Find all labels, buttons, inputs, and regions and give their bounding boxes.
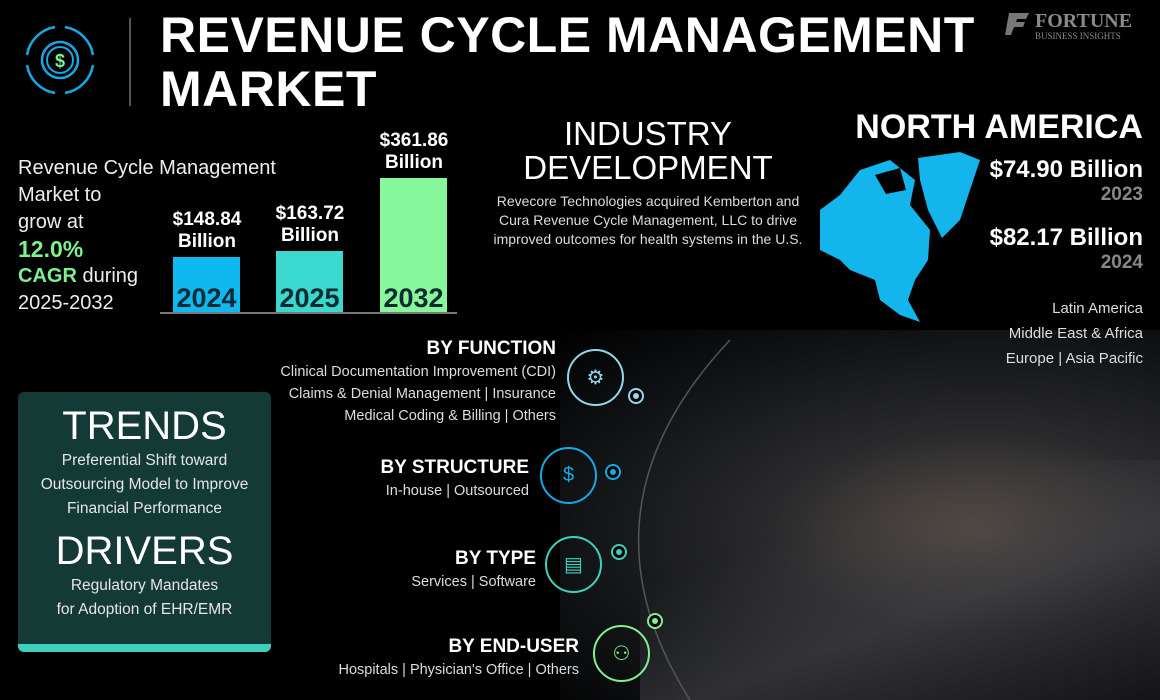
- segment-arc: [637, 339, 731, 700]
- revenue-cycle-icon: $: [25, 25, 95, 95]
- region-item: Europe | Asia Pacific: [1005, 350, 1143, 367]
- industry-title-line: INDUSTRY: [563, 115, 733, 152]
- bar-2024: 2024: [173, 257, 240, 312]
- svg-text:$: $: [55, 51, 65, 71]
- laptop-photo-shade: [640, 460, 1160, 700]
- segment-title: BY END-USER: [448, 636, 579, 657]
- bar-category-label: 2032: [383, 283, 444, 312]
- chart-baseline: [160, 312, 457, 314]
- cagr-value: 12.0%: [18, 236, 84, 262]
- fortune-logo-icon: [1005, 13, 1029, 35]
- trends-drivers-panel: TRENDS Preferential Shift toward Outsour…: [18, 392, 271, 652]
- other-regions: Latin America Middle East & Africa Europ…: [1006, 296, 1143, 371]
- summary-line: grow at: [18, 211, 84, 233]
- segment-item: Hospitals | Physician's Office | Others: [338, 662, 579, 678]
- segment-item: In-house | Outsourced: [385, 483, 529, 499]
- segment-item: Clinical Documentation Improvement (CDI): [280, 364, 556, 380]
- segment-by-function: BY FUNCTION Clinical Documentation Impro…: [280, 337, 556, 427]
- title-line-1: REVENUE CYCLE MANAGEMENT: [160, 7, 975, 63]
- segment-dot: [611, 544, 627, 560]
- segment-dot: [647, 613, 663, 629]
- hand-dollar-gear-icon: $: [540, 447, 597, 504]
- drivers-text: Regulatory Mandates: [70, 577, 219, 594]
- trends-text: Financial Performance: [66, 500, 223, 517]
- segment-dot: [605, 464, 621, 480]
- region-value-2024: $82.17 Billion: [989, 224, 1143, 251]
- drivers-text: for Adoption of EHR/EMR: [56, 601, 233, 618]
- bar-value: $148.84: [172, 209, 242, 230]
- bar-unit: Billion: [280, 225, 340, 246]
- bar-data-label: $361.86 Billion: [354, 130, 474, 174]
- region-value-2023: $74.90 Billion: [989, 156, 1143, 183]
- users-moneybag-icon: ⚇: [593, 625, 650, 682]
- page-title: REVENUE CYCLE MANAGEMENT MARKET: [160, 8, 975, 116]
- region-item: Latin America: [1052, 300, 1143, 317]
- chart-gear-icon: ⚙: [567, 349, 624, 406]
- bar-category-label: 2024: [176, 283, 237, 312]
- bar-value: $163.72: [275, 203, 345, 224]
- segment-item: Medical Coding & Billing | Others: [344, 408, 556, 424]
- bar-2032: 2032: [380, 178, 447, 312]
- industry-development-text: Revecore Technologies acquired Kemberton…: [493, 193, 803, 247]
- north-america-map: [820, 152, 980, 322]
- header-divider: [129, 18, 131, 106]
- title-line-2: MARKET: [160, 61, 377, 117]
- segment-by-structure: BY STRUCTURE In-house | Outsourced: [381, 456, 530, 502]
- bar-2025: 2025: [276, 251, 343, 312]
- segment-title: BY TYPE: [455, 548, 536, 569]
- brand-logo: FORTUNE BUSINESS INSIGHTS: [1005, 11, 1132, 41]
- forecast-period: 2025-2032: [18, 292, 114, 314]
- segment-item: Services | Software: [411, 574, 536, 590]
- segment-title: BY STRUCTURE: [380, 457, 530, 478]
- bar-value: $361.86: [379, 130, 449, 151]
- trends-text: Outsourcing Model to Improve: [40, 476, 249, 493]
- bar-data-label: $163.72 Billion: [250, 203, 370, 247]
- laptop-chart-icon: ▤: [545, 536, 602, 593]
- summary-line: Market to: [18, 184, 102, 206]
- brand-tagline: BUSINESS INSIGHTS: [1035, 31, 1121, 41]
- segment-item: Claims & Denial Management | Insurance: [288, 386, 556, 402]
- drivers-title: DRIVERS: [55, 529, 234, 573]
- bar-category-label: 2025: [279, 283, 340, 312]
- cagr-label: CAGR: [18, 265, 77, 287]
- segment-by-type: BY TYPE Services | Software: [411, 547, 536, 593]
- industry-title-line: DEVELOPMENT: [523, 149, 773, 186]
- bar-unit: Billion: [384, 152, 444, 173]
- segment-title: BY FUNCTION: [426, 338, 556, 359]
- trends-title: TRENDS: [62, 404, 227, 448]
- segment-dot: [628, 388, 644, 404]
- region-year-2024: 2024: [1100, 252, 1143, 273]
- bar-data-label: $148.84 Billion: [147, 209, 267, 253]
- summary-during: during: [76, 265, 139, 287]
- market-summary: Revenue Cycle Management Market to grow …: [18, 155, 276, 317]
- brand-name: FORTUNE: [1035, 10, 1133, 32]
- region-year-2023: 2023: [1100, 184, 1143, 205]
- region-title: NORTH AMERICA: [855, 108, 1143, 146]
- industry-development-title: INDUSTRY DEVELOPMENT: [500, 117, 796, 185]
- region-item: Middle East & Africa: [1008, 325, 1143, 342]
- summary-line: Revenue Cycle Management: [18, 157, 276, 179]
- segment-by-end-user: BY END-USER Hospitals | Physician's Offi…: [338, 635, 579, 681]
- trends-text: Preferential Shift toward: [61, 452, 228, 469]
- bar-unit: Billion: [177, 231, 237, 252]
